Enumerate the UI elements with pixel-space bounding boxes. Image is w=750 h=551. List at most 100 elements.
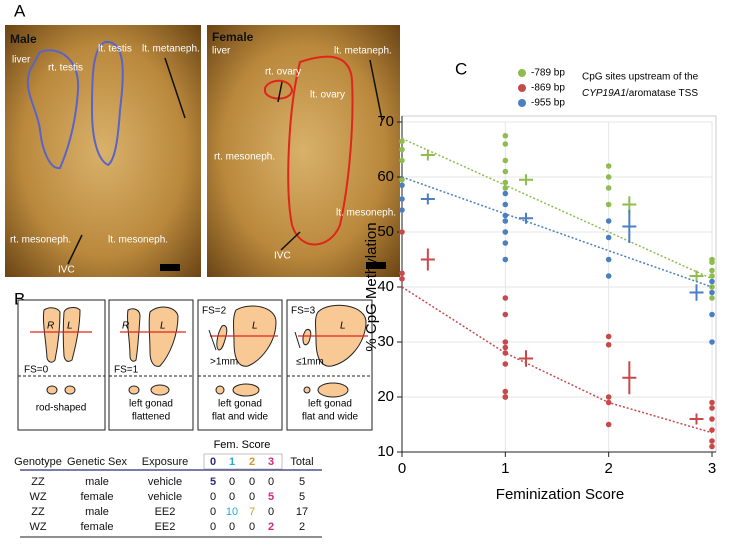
point	[709, 278, 715, 285]
point	[502, 185, 509, 191]
table-cell: 0	[229, 491, 235, 503]
table-cell: female	[80, 521, 113, 533]
point	[502, 256, 509, 263]
point	[605, 341, 612, 348]
scheme-shapes	[17, 299, 373, 431]
point	[502, 168, 509, 175]
side: L	[252, 321, 258, 332]
desc: flat and wide	[212, 412, 269, 423]
desc: flattened	[132, 412, 170, 423]
table-cell: 0	[229, 476, 235, 488]
point	[502, 388, 509, 395]
score: FS=3	[291, 306, 316, 317]
table-header: 1	[229, 456, 235, 468]
point	[502, 229, 509, 235]
photo-label: rt. testis	[48, 63, 83, 74]
annotation: CYP19A1	[582, 88, 626, 99]
table-cell: 10	[226, 506, 238, 518]
point	[709, 427, 715, 433]
table-cell: WZ	[29, 491, 46, 503]
photo-label: lt. mesoneph.	[336, 208, 396, 219]
point	[605, 218, 612, 224]
point	[502, 218, 509, 224]
y-tick-label: 30	[377, 333, 394, 350]
photo-label: IVC	[274, 251, 291, 262]
x-tick-label: 2	[604, 460, 612, 477]
pointers	[67, 57, 383, 265]
table-cell: EE2	[155, 521, 176, 533]
legend-label: -955 bp	[531, 98, 565, 109]
table-cell: male	[85, 476, 109, 488]
point	[709, 438, 715, 444]
point	[502, 361, 509, 367]
table: Fem. Score	[20, 439, 322, 538]
photo-label: liver	[12, 55, 31, 66]
desc: left gonad	[308, 399, 352, 410]
table-cell: female	[80, 491, 113, 503]
table-cell: 0	[210, 521, 216, 533]
legend-marker	[518, 84, 526, 92]
point	[502, 141, 509, 147]
table-cell: 5	[299, 476, 305, 488]
point	[399, 138, 405, 145]
table-cell: male	[85, 506, 109, 518]
score: FS=0	[24, 365, 49, 376]
table-cell: vehicle	[148, 476, 182, 488]
table-cell: 0	[268, 476, 274, 488]
point	[605, 273, 612, 279]
table-cell: 17	[296, 506, 308, 518]
table-cell: ZZ	[31, 506, 45, 518]
x-axis-label: Feminization Score	[496, 486, 624, 503]
desc: left gonad	[129, 399, 173, 410]
point	[709, 443, 715, 450]
x-tick-label: 3	[708, 460, 716, 477]
point	[502, 201, 509, 208]
point	[709, 405, 715, 411]
y-tick-label: 50	[377, 223, 394, 240]
side: L	[67, 321, 73, 332]
photo-title: Male	[10, 32, 37, 46]
annotation: CYP19A1/aromatase TSS	[582, 88, 698, 99]
desc: flat and wide	[302, 412, 359, 423]
annotation: /aromatase TSS	[626, 88, 698, 99]
photo-title: Female	[212, 30, 254, 44]
table-cell: vehicle	[148, 491, 182, 503]
point	[605, 421, 612, 428]
point	[502, 240, 509, 246]
point	[502, 212, 509, 219]
side: R	[47, 321, 54, 332]
table-header: Genotype	[14, 456, 62, 468]
panel-label: C	[455, 59, 467, 78]
point	[399, 207, 405, 213]
table-cell: 2	[299, 521, 305, 533]
x-tick-label: 0	[398, 460, 406, 477]
legend-marker	[518, 69, 526, 77]
outline	[90, 40, 124, 167]
point	[709, 289, 715, 296]
point	[605, 399, 612, 406]
point	[502, 350, 509, 356]
table-header: 2	[249, 456, 255, 468]
trend-line	[401, 137, 713, 280]
legend-label: -869 bp	[531, 83, 565, 94]
table-header: Genetic Sex	[67, 456, 127, 468]
photo-label: rt. mesoneph.	[214, 152, 275, 163]
point	[502, 344, 509, 351]
point	[709, 295, 715, 301]
point	[399, 196, 405, 202]
panel-label: A	[14, 1, 26, 20]
table-header: 0	[210, 456, 216, 468]
photo-label: lt. testis	[98, 44, 132, 55]
point	[709, 416, 715, 422]
legend-label: -789 bp	[531, 68, 565, 79]
point	[502, 132, 509, 139]
photo-label: rt. ovary	[265, 67, 301, 78]
size-arrows	[208, 329, 301, 351]
point	[605, 174, 612, 180]
point	[399, 229, 405, 235]
point	[709, 339, 715, 345]
trend-line	[401, 286, 713, 434]
table-cell: 0	[229, 521, 235, 533]
table-cell: 0	[210, 491, 216, 503]
